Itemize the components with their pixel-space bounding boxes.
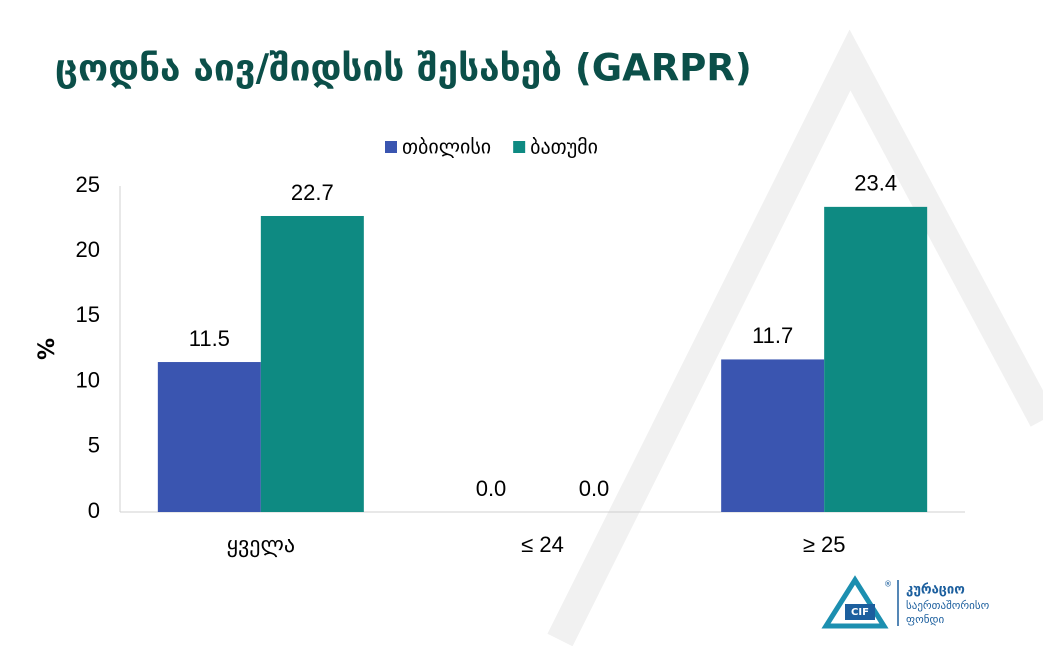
background-decoration bbox=[547, 29, 1043, 646]
logo: CIF ® კურაციო საერთაშორისო ფონდი bbox=[821, 575, 990, 629]
value-label: 23.4 bbox=[854, 171, 897, 196]
value-label: 0.0 bbox=[579, 476, 610, 501]
y-tick-label: 0 bbox=[88, 498, 100, 523]
y-tick-label: 10 bbox=[76, 367, 100, 392]
y-tick-label: 15 bbox=[76, 302, 100, 327]
legend-swatch bbox=[385, 141, 397, 153]
bar bbox=[721, 359, 825, 512]
x-tick-label: ყველა bbox=[227, 532, 295, 558]
value-label: 0.0 bbox=[476, 476, 507, 501]
x-tick-label: ≤ 24 bbox=[521, 532, 564, 557]
logo-registered: ® bbox=[884, 580, 892, 589]
legend-swatch bbox=[513, 141, 526, 153]
value-label: 22.7 bbox=[291, 180, 334, 205]
bar bbox=[260, 215, 364, 512]
logo-triangle bbox=[821, 575, 889, 629]
bg-triangle bbox=[547, 29, 1043, 646]
y-tick-label: 5 bbox=[88, 433, 100, 458]
value-label: 11.7 bbox=[752, 323, 793, 348]
logo-name: კურაციო bbox=[906, 583, 965, 598]
legend-label: თბილისი bbox=[402, 135, 491, 159]
logo-badge bbox=[845, 604, 875, 620]
x-tick-label: ≥ 25 bbox=[803, 532, 846, 557]
logo-sub1: საერთაშორისო bbox=[906, 599, 990, 612]
y-tick-label: 25 bbox=[76, 172, 100, 197]
logo-abbr: CIF bbox=[851, 607, 869, 618]
plot: 0 5 10 15 20 25 ყველა 11.5 22.7 ≤ 24 0.0 0.0 ≥ 25 11.… bbox=[76, 135, 965, 558]
legend-label: ბათუმი bbox=[530, 135, 598, 159]
chart-title: ცოდნა აივ/შიდსის შესახებ (GARPR) bbox=[55, 47, 752, 90]
y-tick-label: 20 bbox=[76, 237, 100, 262]
bar bbox=[157, 362, 261, 512]
value-label: 11.5 bbox=[189, 326, 230, 351]
bar bbox=[824, 206, 928, 512]
y-axis-label: % bbox=[35, 338, 60, 360]
logo-sub2: ფონდი bbox=[906, 613, 944, 626]
